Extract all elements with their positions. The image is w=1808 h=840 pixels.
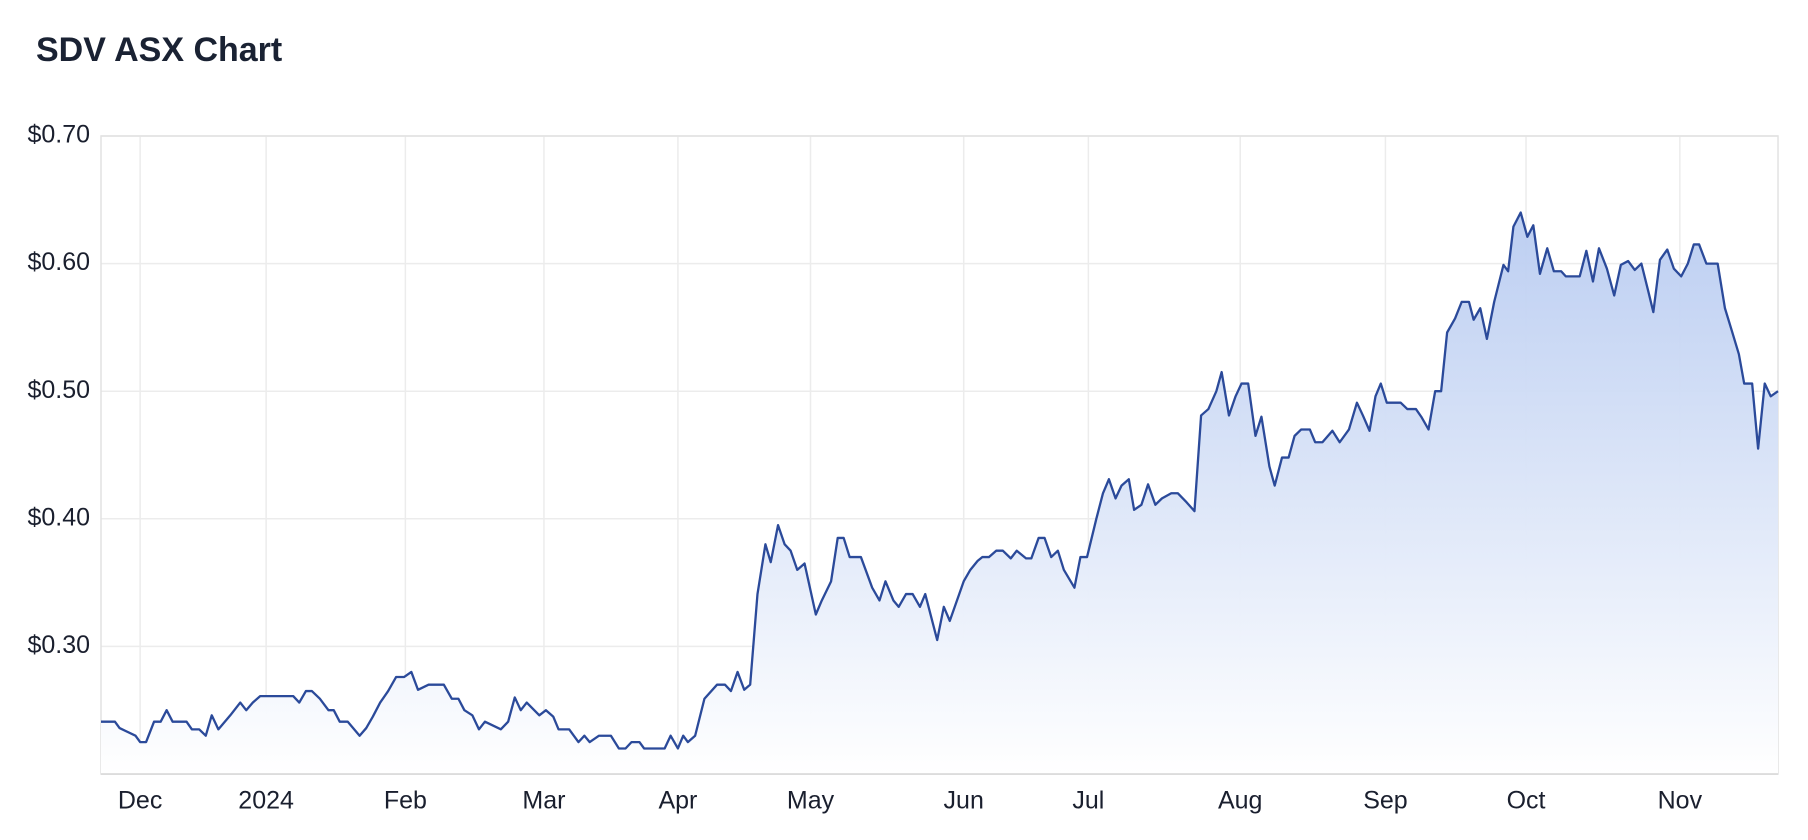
x-tick-label: Feb xyxy=(384,787,427,815)
chart-title: SDV ASX Chart xyxy=(36,31,282,69)
x-tick-label: Dec xyxy=(118,787,162,815)
x-tick-label: Oct xyxy=(1507,787,1546,815)
x-tick-label: Aug xyxy=(1218,787,1262,815)
y-tick-label: $0.40 xyxy=(27,503,90,531)
x-tick-label: Mar xyxy=(522,787,565,815)
x-tick-label: Jun xyxy=(944,787,984,815)
x-tick-label: Apr xyxy=(658,787,697,815)
x-tick-label: 2024 xyxy=(238,787,294,815)
y-tick-label: $0.30 xyxy=(27,631,90,659)
x-tick-label: Sep xyxy=(1363,787,1407,815)
y-tick-label: $0.60 xyxy=(27,248,90,276)
x-tick-label: Jul xyxy=(1072,787,1104,815)
y-tick-label: $0.50 xyxy=(27,376,90,404)
x-tick-label: Nov xyxy=(1658,787,1703,815)
x-tick-label: May xyxy=(787,787,835,815)
area xyxy=(101,212,1778,774)
y-tick-label: $0.70 xyxy=(27,121,90,149)
price-line xyxy=(101,211,1779,750)
